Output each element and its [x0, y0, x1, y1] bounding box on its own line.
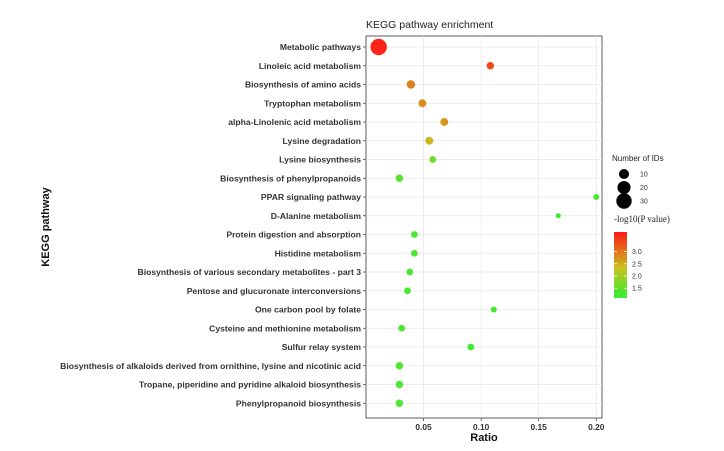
category-label: Biosynthesis of various secondary metabo…	[137, 267, 361, 277]
data-point	[395, 380, 404, 389]
colorbar-tick-label: 2.5	[632, 261, 642, 268]
data-point	[406, 80, 416, 89]
grid-lines	[366, 36, 602, 418]
category-label: Metabolic pathways	[280, 42, 361, 52]
x-axis-title: Ratio	[470, 432, 498, 444]
colorbar-tick-label: 3.0	[632, 249, 642, 256]
data-point	[490, 306, 497, 313]
x-tick-label: 0.10	[473, 422, 490, 432]
category-label: One carbon pool by folate	[255, 305, 361, 315]
data-points	[370, 38, 600, 407]
x-tick-label: 0.20	[588, 422, 605, 432]
colorbar-tick-label: 2.0	[632, 274, 642, 281]
data-point	[410, 231, 418, 238]
colorbar-ticks: 1.5 2.0 2.5 3.0	[614, 249, 642, 293]
data-point	[395, 362, 404, 370]
colorbar-tick-label: 1.5	[632, 286, 642, 293]
size-legend-label: 10	[640, 172, 648, 179]
color-legend-title: -log10(P value)	[614, 214, 670, 224]
category-label: Biosynthesis of amino acids	[245, 80, 361, 90]
x-tick-label: 0.05	[415, 422, 432, 432]
x-tick-label: 0.15	[531, 422, 548, 432]
data-point	[593, 193, 600, 201]
size-legend-circle	[617, 180, 631, 195]
x-axis-ticks: 0.05 0.10 0.15 0.20	[415, 418, 605, 432]
category-label: Pentose and glucuronate interconversions	[187, 286, 362, 296]
data-point	[406, 268, 414, 276]
size-legend: Number of IDs 10 20 30	[612, 154, 664, 209]
data-point	[398, 324, 406, 332]
data-point	[425, 136, 434, 145]
data-point	[429, 156, 437, 163]
data-point	[555, 213, 561, 219]
category-label: PPAR signaling pathway	[261, 192, 361, 202]
category-label: Lysine biosynthesis	[279, 155, 361, 165]
category-label: Lysine degradation	[283, 136, 361, 146]
category-label: Cysteine and methionine metabolism	[209, 323, 361, 333]
category-label: alpha-Linolenic acid metabolism	[228, 117, 361, 127]
category-label: Histidine metabolism	[275, 248, 362, 258]
category-label: Linoleic acid metabolism	[259, 61, 362, 71]
size-legend-circle	[616, 193, 632, 209]
size-legend-circle	[618, 168, 630, 180]
category-label: Sulfur relay system	[282, 342, 362, 352]
category-label: Protein digestion and absorption	[226, 230, 361, 240]
data-point	[486, 62, 495, 70]
data-point	[410, 249, 418, 257]
size-legend-title: Number of IDs	[612, 154, 664, 163]
size-legend-label: 20	[640, 185, 648, 192]
category-label: Biosynthesis of alkaloids derived from o…	[60, 361, 361, 371]
chart-title: KEGG pathway enrichment	[366, 19, 493, 31]
category-label: Phenylpropanoid biosynthesis	[236, 398, 361, 408]
plot-panel	[365, 35, 603, 419]
data-point	[467, 343, 475, 351]
color-legend: -log10(P value) 1.5 2.0 2.5 3.0	[614, 214, 670, 298]
data-point	[395, 399, 404, 407]
category-label: Tryptophan metabolism	[264, 98, 361, 108]
data-point	[370, 38, 387, 56]
category-label: Biosynthesis of phenylpropanoids	[220, 173, 361, 183]
data-point	[418, 99, 427, 108]
size-legend-label: 30	[640, 199, 648, 206]
y-axis-title: KEGG pathway	[40, 186, 52, 266]
data-point	[395, 174, 404, 182]
category-label: Tropane, piperidine and pyridine alkaloi…	[139, 380, 361, 390]
data-point	[440, 118, 449, 126]
category-label: D-Alanine metabolism	[271, 211, 362, 221]
colorbar	[614, 232, 627, 298]
data-point	[404, 287, 411, 295]
size-legend-items: 10 20 30	[616, 168, 648, 209]
category-labels: Metabolic pathways Linoleic acid metaboli…	[60, 42, 366, 408]
